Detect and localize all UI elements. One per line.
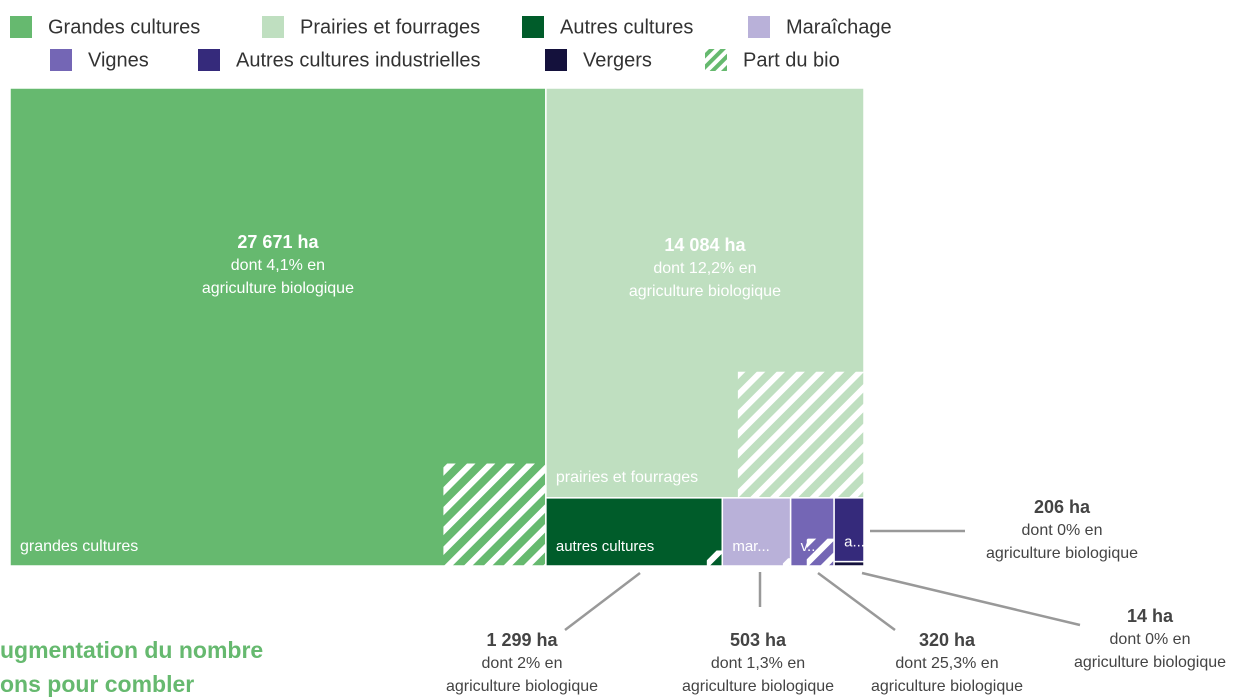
legend-swatch — [748, 16, 770, 38]
callout-line — [817, 571, 896, 632]
tile — [833, 497, 865, 563]
value-label: 503 ha — [730, 630, 787, 650]
bio-label: agriculture biologique — [446, 678, 598, 695]
tile-label: a... — [844, 534, 865, 551]
bio-hatch — [737, 371, 864, 498]
legend-swatch — [545, 49, 567, 71]
bio-label: agriculture biologique — [871, 678, 1023, 695]
bio-label: dont 0% en — [1110, 631, 1191, 648]
value-label: 14 ha — [1127, 606, 1174, 626]
bio-label: dont 4,1% en — [231, 257, 325, 274]
tile-label: v... — [801, 538, 820, 555]
tile — [833, 560, 865, 567]
callout-line — [861, 571, 1081, 627]
tile-label: autres cultures — [556, 538, 654, 555]
legend-swatch — [705, 49, 727, 71]
legend-swatch — [10, 16, 32, 38]
legend-swatch — [50, 49, 72, 71]
bio-label: dont 25,3% en — [895, 655, 998, 672]
bio-label: agriculture biologique — [629, 283, 781, 300]
value-label: 206 ha — [1034, 497, 1091, 517]
page-text: ons pour combler — [0, 671, 194, 697]
tile-label: prairies et fourrages — [556, 469, 698, 486]
bio-label: agriculture biologique — [986, 545, 1138, 562]
page-text: ugmentation du nombre — [0, 637, 263, 663]
value-label: 14 084 ha — [664, 235, 746, 255]
bio-hatch — [706, 550, 723, 566]
value-label: 320 ha — [919, 630, 976, 650]
legend-label: Autres cultures industrielles — [236, 49, 481, 71]
bio-label: agriculture biologique — [202, 280, 354, 297]
legend-swatch — [522, 16, 544, 38]
bio-hatch — [782, 558, 791, 566]
tile — [721, 497, 792, 567]
value-label: 1 299 ha — [486, 630, 558, 650]
legend-swatch — [198, 49, 220, 71]
bio-hatch — [443, 463, 546, 566]
bio-label: dont 0% en — [1022, 522, 1103, 539]
tile-label: mar... — [732, 538, 770, 555]
value-label: 27 671 ha — [237, 232, 319, 252]
legend-swatch — [262, 16, 284, 38]
legend-label: Grandes cultures — [48, 16, 200, 38]
bio-label: agriculture biologique — [1074, 654, 1226, 671]
legend-label: Maraîchage — [786, 16, 892, 38]
bio-label: dont 1,3% en — [711, 655, 805, 672]
callout-line — [564, 572, 641, 631]
legend-label: Prairies et fourrages — [300, 16, 480, 38]
bio-hatch — [806, 538, 835, 566]
tile-label: grandes cultures — [20, 538, 138, 555]
legend-label: Vignes — [88, 49, 149, 71]
legend-label: Part du bio — [743, 49, 840, 71]
bio-label: dont 2% en — [482, 655, 563, 672]
legend-label: Vergers — [583, 49, 652, 71]
tile — [545, 497, 724, 567]
legend-label: Autres cultures — [560, 16, 693, 38]
bio-label: agriculture biologique — [682, 678, 834, 695]
bio-label: dont 12,2% en — [653, 260, 756, 277]
